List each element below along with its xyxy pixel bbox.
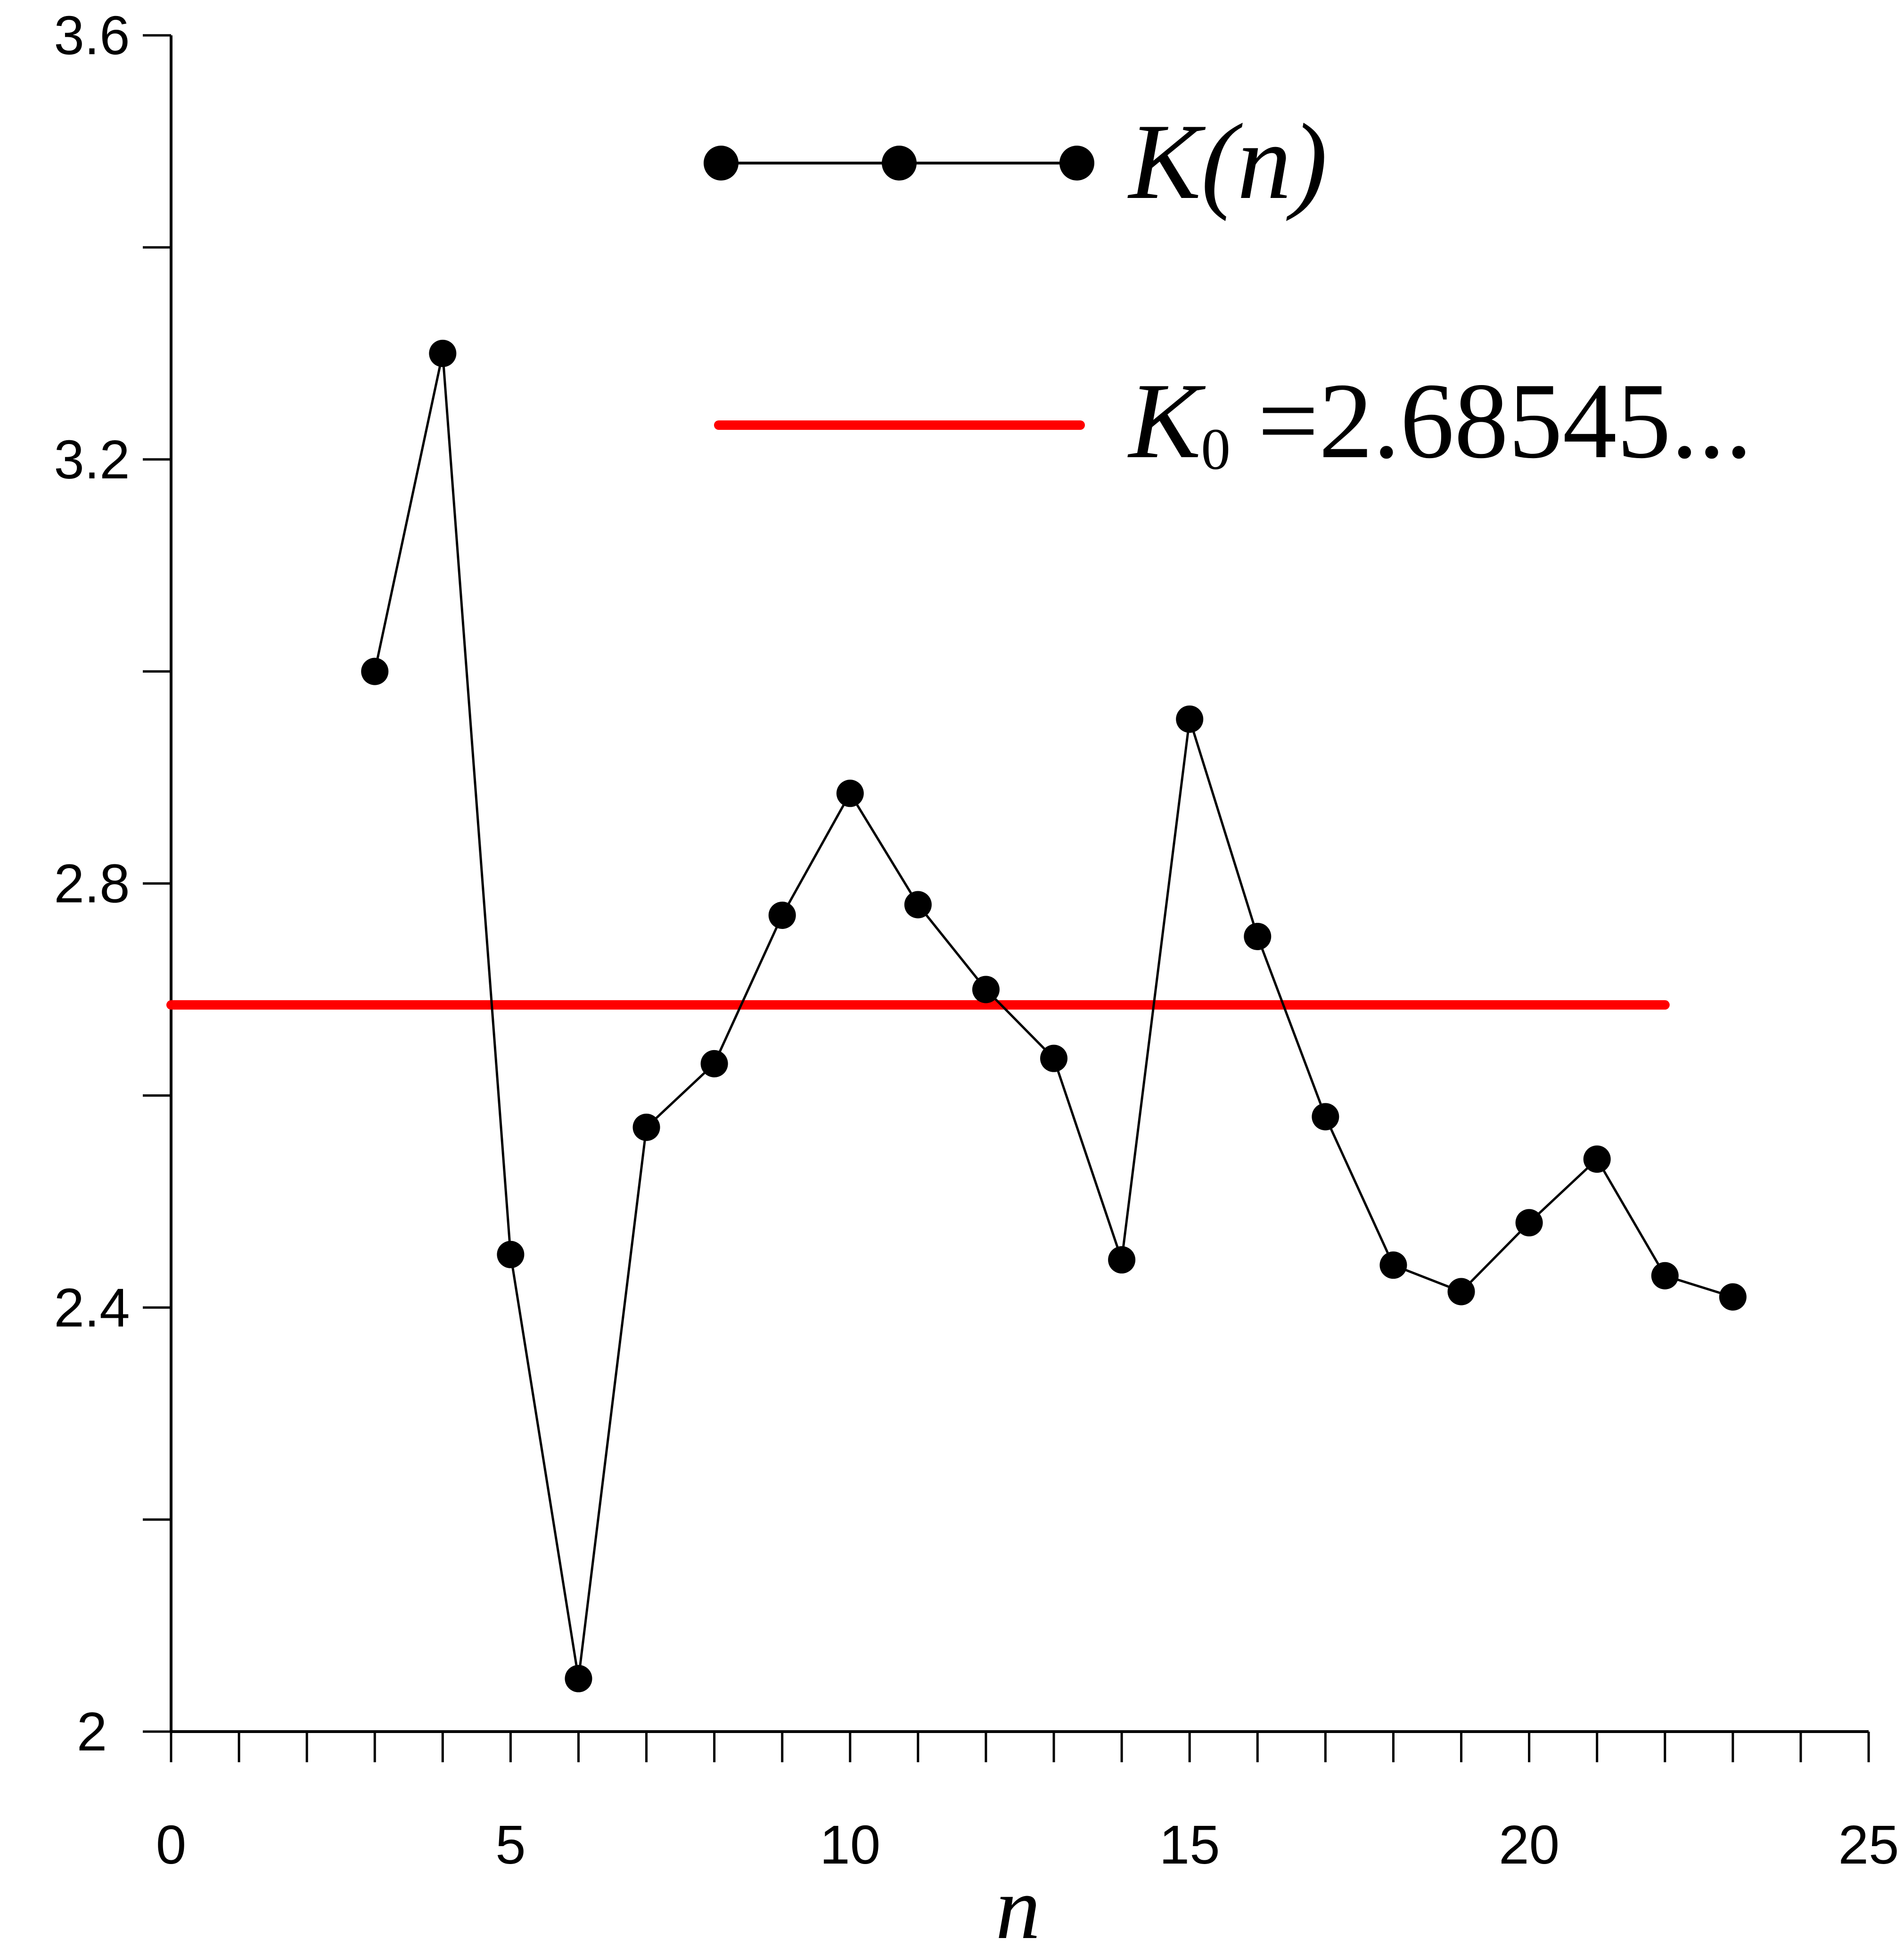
x-tick-label: 0 (156, 1814, 187, 1875)
legend: K(n) K0 =2.68545... (704, 101, 1752, 482)
x-tick-label: 5 (495, 1814, 526, 1875)
legend-k0-subscript: 0 (1201, 417, 1231, 482)
y-tick-label: 3.2 (54, 429, 130, 490)
kn-data-point (1176, 705, 1204, 733)
kn-data-point (1379, 1251, 1407, 1279)
legend-k0-symbol: K (1127, 361, 1206, 481)
kn-data-point (565, 1665, 592, 1692)
kn-data-point (429, 339, 457, 367)
x-axis-title: n (996, 1859, 1041, 1955)
legend-kn-marker (704, 146, 739, 181)
kn-data-point (1312, 1103, 1339, 1131)
x-tick-label: 25 (1838, 1814, 1899, 1875)
kn-data-point (700, 1050, 728, 1077)
kn-data-point (497, 1240, 525, 1268)
legend-k0-label: K0 =2.68545... (1127, 361, 1752, 482)
kn-data-point (1719, 1283, 1747, 1311)
kn-data-point (768, 901, 796, 929)
x-tick-label: 20 (1499, 1814, 1559, 1875)
legend-k0-value: =2.68545... (1231, 361, 1752, 481)
kn-data-point (1244, 922, 1272, 950)
y-tick-label: 3.6 (54, 5, 130, 66)
y-tick-label: 2.8 (54, 853, 130, 914)
kn-data-point (361, 657, 389, 685)
kn-data-point (1108, 1246, 1136, 1274)
kn-data-point (1515, 1209, 1543, 1237)
legend-kn-label: K(n) (1127, 101, 1328, 222)
kn-data-point (1040, 1044, 1068, 1072)
x-tick-label: 10 (820, 1814, 880, 1875)
kn-data-point (632, 1113, 660, 1141)
kn-data-point (1651, 1262, 1679, 1290)
y-tick-label: 2 (77, 1701, 107, 1762)
kn-series-line (373, 353, 1733, 1679)
kn-data-point (904, 891, 932, 919)
kn-data-point (972, 976, 1000, 1003)
kn-data-point (836, 780, 864, 807)
kn-data-point (1447, 1278, 1475, 1306)
legend-kn-marker (882, 146, 917, 181)
x-tick-label: 15 (1159, 1814, 1220, 1875)
kn-data-point (1583, 1145, 1611, 1173)
legend-kn-marker (1059, 146, 1094, 181)
y-tick-label: 2.4 (54, 1277, 130, 1338)
series-layer (166, 339, 1747, 1692)
axes: 2 2.4 2.8 3.2 3.6 0 5 10 15 20 25 (54, 5, 1899, 1875)
